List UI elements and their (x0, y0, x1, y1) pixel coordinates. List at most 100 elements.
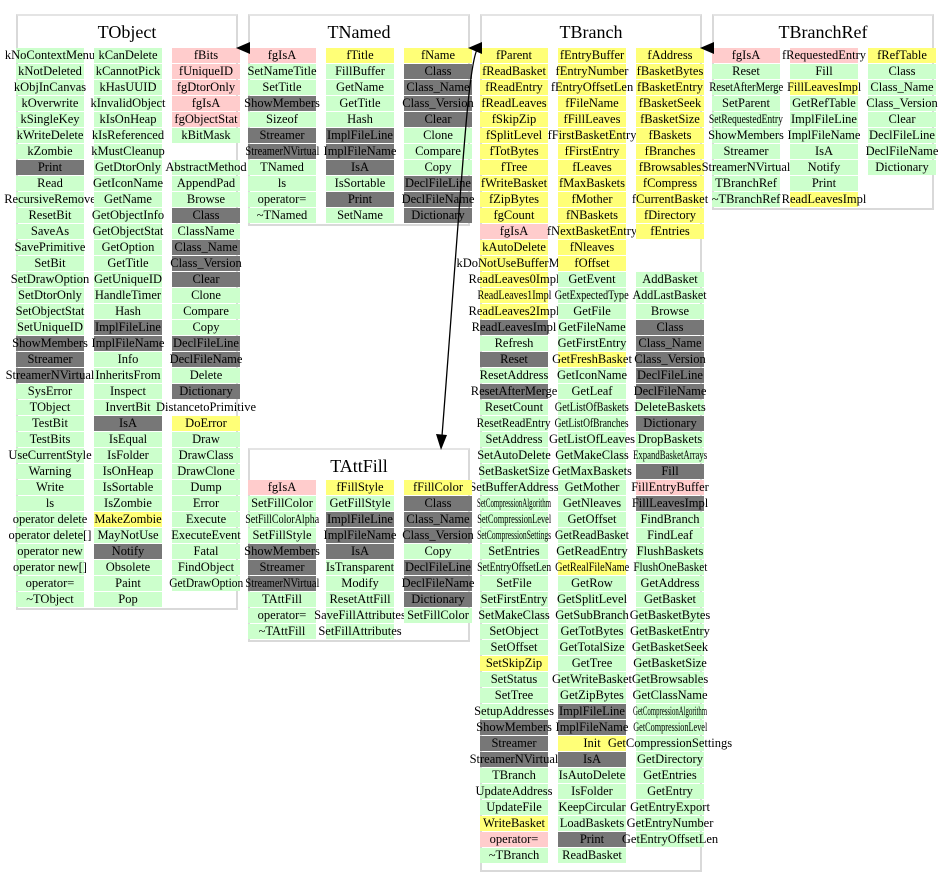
member-cell[interactable]: ShowMembers (244, 96, 320, 111)
member-cell[interactable]: kDoNotUseBufferMap (456, 256, 572, 271)
member-cell[interactable]: ~TBranchRef (712, 192, 780, 207)
member-cell[interactable]: Obsolete (94, 560, 162, 575)
member-cell[interactable]: SetRequestedEntry (709, 112, 783, 127)
member-cell[interactable]: KeepCircular (558, 800, 626, 815)
member-cell[interactable]: fBasketSeek (636, 96, 704, 111)
member-cell[interactable]: Class (404, 496, 472, 511)
member-cell[interactable]: fNBaskets (558, 208, 626, 223)
member-cell[interactable]: ImplFileName (324, 144, 396, 159)
member-cell[interactable]: ShowMembers (12, 336, 88, 351)
member-cell[interactable]: SetFillColorAlpha (245, 512, 319, 527)
member-cell[interactable]: Browse (636, 304, 704, 319)
member-cell[interactable]: kZombie (16, 144, 84, 159)
member-cell[interactable]: DrawClass (172, 448, 240, 463)
member-cell[interactable]: GetObjectInfo (92, 208, 164, 223)
member-cell[interactable]: FillBuffer (326, 64, 394, 79)
member-cell[interactable]: SetFillColor (248, 496, 316, 511)
member-cell[interactable]: Copy (172, 320, 240, 335)
member-cell[interactable]: GetBasketSeek (632, 640, 708, 655)
member-cell[interactable]: IsA (326, 544, 394, 559)
member-cell[interactable]: Clone (404, 128, 472, 143)
member-cell[interactable]: fParent (480, 48, 548, 63)
member-cell[interactable]: GetMakeClass (555, 448, 629, 463)
member-cell[interactable]: GetTotBytes (558, 624, 626, 639)
member-cell[interactable]: fFillStyle (326, 480, 394, 495)
member-cell[interactable]: GetEntryOffsetLen (622, 832, 718, 847)
member-cell[interactable]: FillLeavesImpl (787, 80, 861, 95)
member-cell[interactable]: GetTitle (94, 256, 162, 271)
member-cell[interactable]: GetRefTable (790, 96, 858, 111)
member-cell[interactable]: AddBasket (636, 272, 704, 287)
member-cell[interactable]: GetDtorOnly (94, 160, 162, 175)
member-cell[interactable]: fOffset (558, 256, 626, 271)
member-cell[interactable]: GetOption (94, 240, 162, 255)
member-cell[interactable]: Reset (712, 64, 780, 79)
member-cell[interactable]: Dump (172, 480, 240, 495)
member-cell[interactable]: fgIsA (248, 48, 316, 63)
member-cell[interactable]: FindBranch (636, 512, 704, 527)
member-cell[interactable]: InheritsFrom (94, 368, 162, 383)
member-cell[interactable]: ReadLeaves2Impl (469, 304, 559, 319)
member-cell[interactable]: GetTotalSize (558, 640, 626, 655)
member-cell[interactable]: MakeZombie (94, 512, 162, 527)
member-cell[interactable]: Modify (326, 576, 394, 591)
member-cell[interactable]: FillEntryBuffer (631, 480, 709, 495)
member-cell[interactable]: GetFile (558, 304, 626, 319)
member-cell[interactable]: fEntryNumber (556, 64, 628, 79)
member-cell[interactable]: kInvalidObject (91, 96, 166, 111)
member-cell[interactable]: ResetAttFill (326, 592, 394, 607)
member-cell[interactable]: TNamed (248, 160, 316, 175)
member-cell[interactable]: fgIsA (480, 224, 548, 239)
member-cell[interactable]: ResetAfterMerge (471, 384, 557, 399)
member-cell[interactable]: fReadEntry (480, 80, 548, 95)
member-cell[interactable]: IsA (558, 752, 626, 767)
member-cell[interactable]: DeclFileName (402, 192, 474, 207)
member-cell[interactable]: Browse (172, 192, 240, 207)
member-cell[interactable]: IsFolder (558, 784, 626, 799)
member-cell[interactable]: kNoContextMenu (5, 48, 95, 63)
member-cell[interactable]: fBranches (636, 144, 704, 159)
member-cell[interactable]: IsAutoDelete (558, 768, 626, 783)
member-cell[interactable]: ImplFileLine (558, 704, 626, 719)
member-cell[interactable]: ShowMembers (708, 128, 784, 143)
member-cell[interactable]: SysError (16, 384, 84, 399)
member-cell[interactable]: Class_Name (868, 80, 936, 95)
member-cell[interactable]: SetStatus (480, 672, 548, 687)
member-cell[interactable]: SetParent (712, 96, 780, 111)
member-cell[interactable]: Warning (16, 464, 84, 479)
member-cell[interactable]: SetBit (16, 256, 84, 271)
member-cell[interactable]: ImplFileLine (326, 512, 394, 527)
member-cell[interactable]: SetBasketSize (478, 464, 550, 479)
member-cell[interactable]: TAttFill (248, 592, 316, 607)
member-cell[interactable]: fMaxBaskets (558, 176, 626, 191)
member-cell[interactable]: fSplitLevel (480, 128, 548, 143)
member-cell[interactable]: fBasketEntry (636, 80, 704, 95)
member-cell[interactable]: GetDirectory (636, 752, 704, 767)
member-cell[interactable]: ImplFileLine (790, 112, 858, 127)
member-cell[interactable]: GetBasketSize (633, 656, 707, 671)
member-cell[interactable]: SetObjectStat (16, 304, 84, 319)
member-cell[interactable]: GetListOfBranches (555, 416, 629, 431)
member-cell[interactable]: MayNotUse (94, 528, 162, 543)
member-cell[interactable]: kAutoDelete (480, 240, 548, 255)
member-cell[interactable]: Class_Name (172, 240, 240, 255)
member-cell[interactable]: ExpandBasketArrays (633, 448, 707, 463)
member-cell[interactable]: GetEntryExport (630, 800, 710, 815)
member-cell[interactable]: UpdateFile (480, 800, 548, 815)
member-cell[interactable]: TObject (16, 400, 84, 415)
member-cell[interactable]: kHasUUID (94, 80, 162, 95)
member-cell[interactable]: GetCompressionAlgorithm (633, 704, 707, 719)
member-cell[interactable]: kIsReferenced (92, 128, 164, 143)
member-cell[interactable]: GetBasket (636, 592, 704, 607)
member-cell[interactable]: LoadBaskets (558, 816, 626, 831)
member-cell[interactable]: SaveFillAttributes (314, 608, 406, 623)
member-cell[interactable]: fReadLeaves (480, 96, 548, 111)
member-cell[interactable]: Clear (404, 112, 472, 127)
member-cell[interactable]: fAddress (636, 48, 704, 63)
member-cell[interactable]: GetIconName (557, 368, 627, 383)
member-cell[interactable]: Class_Version (866, 96, 938, 111)
member-cell[interactable]: operator delete (13, 512, 87, 527)
member-cell[interactable]: TestBit (16, 416, 84, 431)
member-cell[interactable]: fFillLeaves (558, 112, 626, 127)
member-cell[interactable]: kOverwrite (16, 96, 84, 111)
